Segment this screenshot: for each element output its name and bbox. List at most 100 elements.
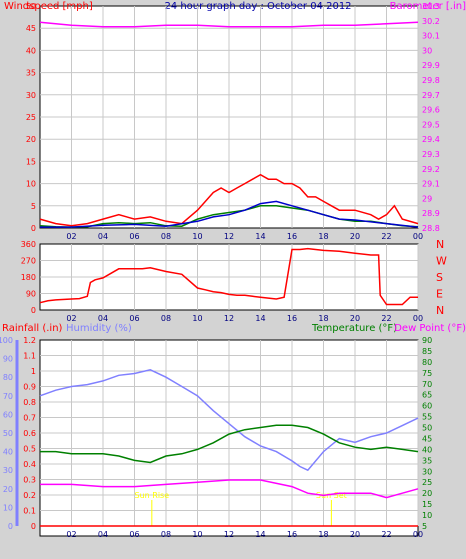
humidity-axis-label: Humidity (%): [66, 323, 132, 334]
rain-tick-label: 1: [31, 367, 36, 376]
x-tick-label: 10: [192, 232, 202, 241]
barometer-tick-label: 28.8: [422, 224, 440, 233]
barometer-tick-label: 30.2: [422, 17, 440, 26]
direction-tick-label: 90: [26, 290, 36, 299]
wind-average-line: [40, 200, 419, 228]
temperature-tick-label: 30: [422, 467, 432, 476]
wind-axis-label: Windspeed [mph]: [4, 1, 93, 12]
x-tick-label: 06: [129, 530, 139, 539]
rain-tick-label: 0.2: [23, 491, 36, 500]
barometer-tick-label: 29.9: [422, 61, 440, 70]
humidity-tick-label: 70: [3, 392, 13, 401]
wind-tick-label: 35: [26, 69, 36, 78]
x-tick-label: 20: [350, 232, 360, 241]
compass-label: S: [436, 271, 443, 284]
x-tick-label: 06: [129, 232, 139, 241]
rain-tick-label: 0.9: [23, 383, 36, 392]
wind-tick-label: 45: [26, 24, 36, 33]
rain-tick-label: 0.5: [23, 445, 36, 454]
x-tick-label: 04: [98, 530, 108, 539]
x-tick-label: 14: [255, 314, 265, 323]
x-tick-label: 18: [318, 314, 328, 323]
temperature-tick-label: 85: [422, 347, 432, 356]
barometer-tick-label: 29: [422, 194, 432, 203]
x-tick-label: 20: [350, 530, 360, 539]
temperature-tick-label: 70: [422, 380, 432, 389]
barometer-tick-label: 30.3: [422, 2, 440, 11]
x-tick-label: 04: [98, 232, 108, 241]
barometer-tick-label: 29.6: [422, 106, 440, 115]
barometer-tick-label: 30: [422, 46, 432, 55]
compass-label: W: [436, 255, 447, 268]
rain-tick-label: 0.3: [23, 476, 36, 485]
humidity-tick-label: 10: [3, 503, 13, 512]
x-tick-label: 06: [129, 314, 139, 323]
wind-tick-label: 5: [31, 202, 36, 211]
temperature-tick-label: 5: [422, 522, 427, 531]
wind-tick-label: 20: [26, 135, 36, 144]
x-tick-label: 04: [98, 314, 108, 323]
rain-tick-label: 0.8: [23, 398, 36, 407]
temperature-tick-label: 35: [422, 456, 432, 465]
x-tick-label: 14: [255, 530, 265, 539]
humidity-tick-label: 50: [3, 429, 13, 438]
temperature-axis-label: Temperature (°F): [311, 323, 397, 334]
humidity-line: [39, 369, 419, 472]
x-tick-label: 16: [287, 530, 297, 539]
x-tick-label: 08: [161, 232, 171, 241]
humidity-tick-label: 30: [3, 466, 13, 475]
rain-tick-label: 0.1: [23, 507, 36, 516]
dewpoint-axis-label: Dew Point (°F): [394, 323, 466, 334]
temperature-tick-label: 80: [422, 358, 432, 367]
temperature-line: [40, 424, 419, 464]
temperature-tick-label: 55: [422, 413, 432, 422]
temperature-tick-label: 75: [422, 369, 432, 378]
x-tick-label: 14: [255, 232, 265, 241]
x-tick-label: 02: [66, 232, 76, 241]
rain-tick-label: 0.6: [23, 429, 36, 438]
temperature-tick-label: 25: [422, 478, 432, 487]
wind-tick-label: 10: [26, 180, 36, 189]
x-tick-label: 10: [192, 530, 202, 539]
x-tick-label: 16: [287, 314, 297, 323]
x-tick-label: 10: [192, 314, 202, 323]
x-tick-label: 22: [381, 314, 391, 323]
x-tick-label: 08: [161, 314, 171, 323]
x-tick-label: 16: [287, 232, 297, 241]
x-tick-label: 00: [413, 530, 423, 539]
barometer-tick-label: 29.5: [422, 120, 440, 129]
temperature-tick-label: 15: [422, 500, 432, 509]
x-tick-label: 02: [66, 530, 76, 539]
sunset-label: Sun Set: [316, 491, 347, 500]
wind-gust-line: [39, 173, 419, 227]
x-tick-label: 02: [66, 314, 76, 323]
wind-tick-label: 40: [26, 46, 36, 55]
wind-tick-label: 25: [26, 113, 36, 122]
temperature-tick-label: 65: [422, 391, 432, 400]
wind-speed-line: [39, 205, 419, 228]
rain-tick-label: 0: [31, 522, 36, 531]
compass-label: E: [436, 288, 443, 301]
humidity-tick-label: 90: [3, 355, 13, 364]
barometer-tick-label: 29.7: [422, 91, 440, 100]
barometer-line: [39, 21, 419, 28]
wind-tick-label: 30: [26, 91, 36, 100]
rain-tick-label: 1.1: [23, 352, 36, 361]
humidity-tick-label: 40: [3, 448, 13, 457]
barometer-tick-label: 28.9: [422, 209, 440, 218]
x-tick-label: 00: [413, 232, 423, 241]
humidity-tick-label: 0: [8, 522, 13, 531]
x-tick-label: 12: [224, 530, 234, 539]
x-tick-label: 20: [350, 314, 360, 323]
direction-tick-label: 180: [21, 273, 36, 282]
barometer-tick-label: 30.1: [422, 32, 440, 41]
graph-title: 24 hour graph day : October 04 2012: [164, 1, 351, 12]
humidity-tick-label: 100: [0, 336, 13, 345]
x-tick-label: 12: [224, 314, 234, 323]
compass-label: N: [436, 238, 444, 251]
barometer-axis-label: Barometer [.in]: [390, 1, 466, 12]
barometer-tick-label: 29.1: [422, 180, 440, 189]
x-tick-label: 00: [413, 314, 423, 323]
